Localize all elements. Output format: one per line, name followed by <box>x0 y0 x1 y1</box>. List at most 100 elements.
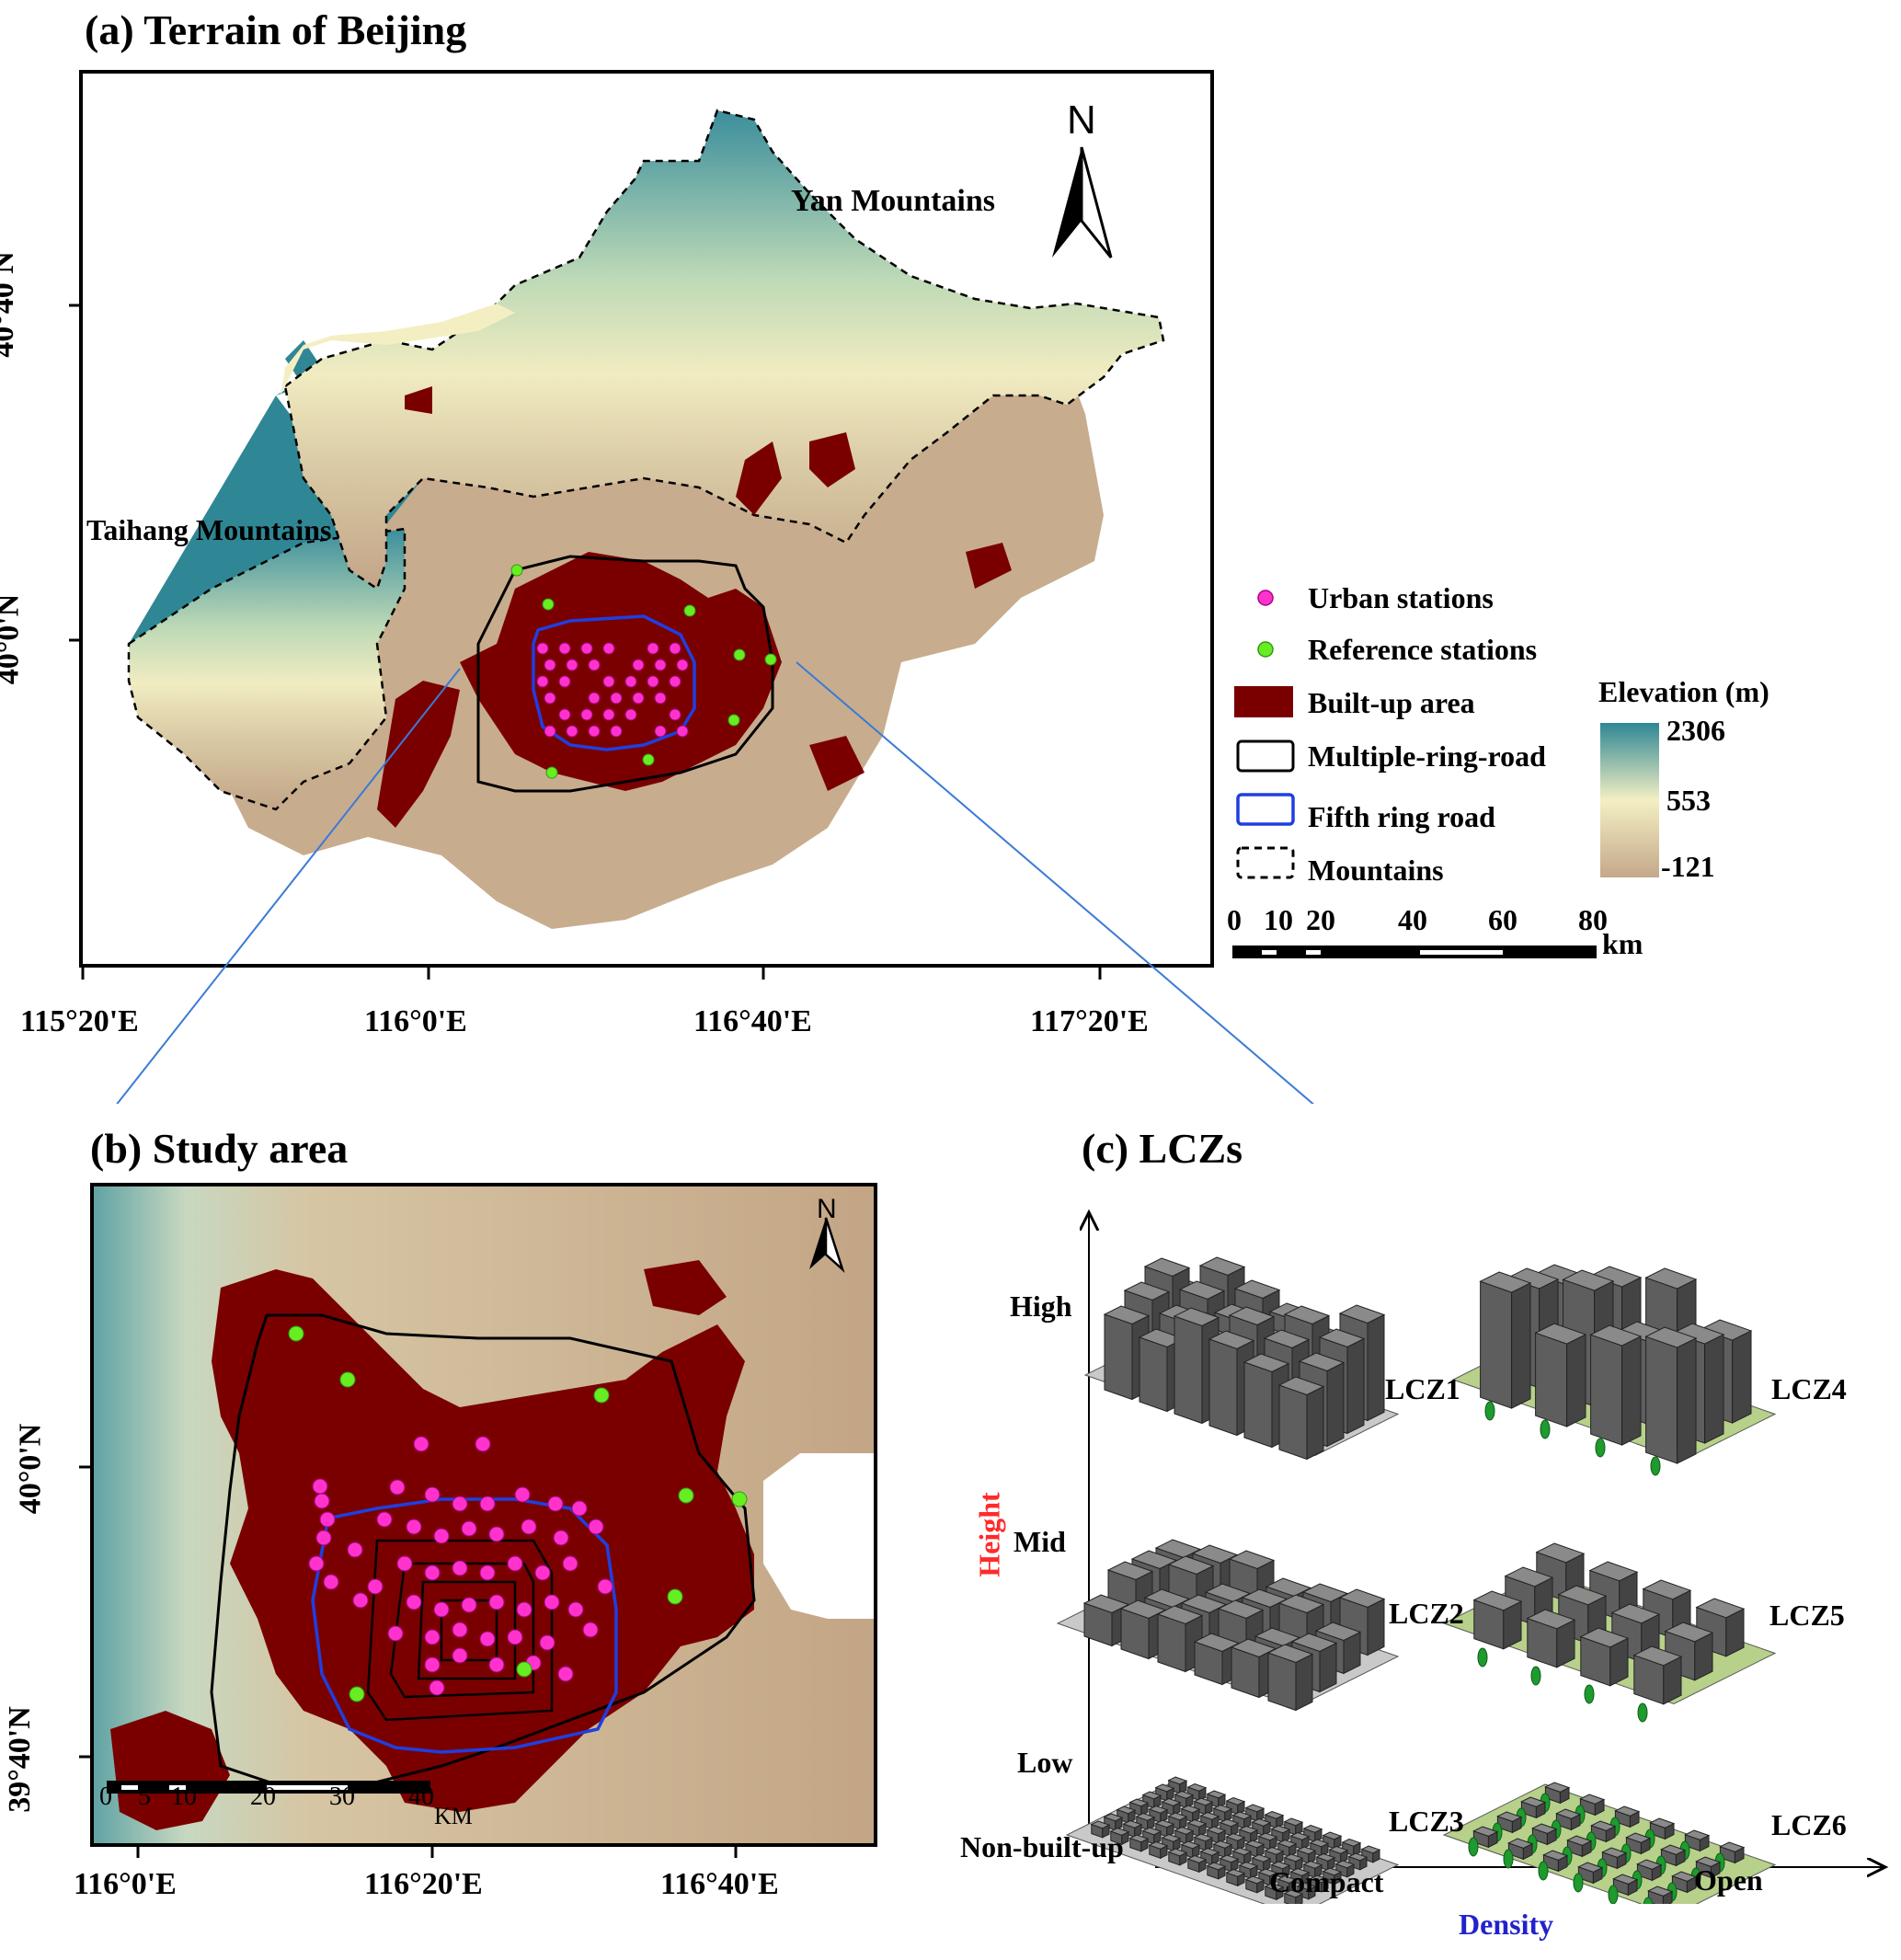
lcz-tiles <box>1056 1256 1777 1904</box>
height-axis-label: Height <box>972 1492 1006 1577</box>
reference-station <box>764 653 777 666</box>
lon-tick-a-3: 117°20'E <box>1030 1004 1149 1038</box>
urban-station <box>632 659 645 671</box>
lat-tick-a-0: 40°40'N <box>0 251 20 358</box>
urban-station <box>452 1647 468 1664</box>
north-arrow-b <box>809 1217 845 1273</box>
lat-tick-b-1: 39°40'N <box>2 1706 37 1813</box>
urban-station <box>406 1594 422 1610</box>
lon-tick-a-2: 116°40'E <box>693 1004 812 1038</box>
lcz5-tile <box>1442 1542 1777 1723</box>
urban-station <box>567 1601 584 1618</box>
urban-station <box>479 1565 496 1581</box>
lcz2-label: LCZ2 <box>1389 1597 1464 1630</box>
urban-station <box>610 692 623 705</box>
reference-station <box>349 1686 365 1702</box>
urban-station <box>544 659 556 671</box>
urban-station <box>507 1555 523 1572</box>
urban-station <box>536 675 549 688</box>
urban-station <box>312 1478 328 1495</box>
urban-station <box>582 1622 599 1638</box>
urban-station <box>676 659 689 671</box>
urban-station <box>507 1629 523 1645</box>
urban-station <box>424 1656 441 1673</box>
urban-station <box>654 659 667 671</box>
urban-station <box>588 692 601 705</box>
legend-ring: Multiple-ring-road <box>1308 739 1546 773</box>
scale-b-tick-1: 5 <box>138 1782 151 1811</box>
urban-station <box>632 692 645 705</box>
reference-station <box>667 1588 683 1605</box>
reference-station-symbol <box>1257 641 1274 658</box>
urban-station <box>654 725 667 738</box>
urban-station <box>588 1519 604 1535</box>
yan-mountains-label: Yan Mountains <box>791 184 996 218</box>
urban-station <box>566 659 578 671</box>
fifth-ring-symbol <box>1236 793 1295 826</box>
scale-b-tick-0: 0 <box>99 1782 112 1811</box>
legend-symbols <box>1234 590 1295 879</box>
urban-station <box>323 1574 339 1590</box>
urban-station <box>580 642 593 655</box>
reference-station <box>731 1491 748 1507</box>
panel-a-ticks <box>69 304 1102 980</box>
legend-mountains: Mountains <box>1308 854 1444 887</box>
urban-station <box>429 1679 445 1696</box>
builtup-symbol <box>1234 686 1293 717</box>
lcz-diagram <box>1056 1186 1901 1904</box>
urban-station <box>557 1666 574 1682</box>
urban-station <box>571 1500 588 1517</box>
elevation-min: -121 <box>1661 850 1715 883</box>
urban-station <box>488 1656 505 1673</box>
urban-station <box>424 1486 441 1503</box>
x-level-compact: Compact <box>1269 1865 1384 1898</box>
urban-station <box>602 642 615 655</box>
elevation-max: 2306 <box>1666 714 1725 747</box>
urban-station <box>516 1601 533 1618</box>
elevation-mid: 553 <box>1666 784 1711 817</box>
lat-tick-a-1: 40°0'N <box>0 593 26 685</box>
reference-station <box>727 714 740 727</box>
lcz4-label: LCZ4 <box>1771 1372 1847 1405</box>
panel-b-map <box>79 1183 877 1858</box>
urban-station <box>588 659 601 671</box>
urban-station <box>452 1622 468 1638</box>
urban-station <box>647 642 659 655</box>
panel-c-title: (c) LCZs <box>1082 1125 1243 1172</box>
urban-stations-a <box>536 642 689 738</box>
urban-station <box>610 725 623 738</box>
urban-station <box>488 1526 505 1542</box>
urban-station <box>562 1555 578 1572</box>
north-label-a: N <box>1067 97 1096 143</box>
north-label-b: N <box>817 1194 837 1224</box>
urban-station <box>319 1511 336 1528</box>
urban-station <box>566 725 578 738</box>
urban-station <box>452 1560 468 1576</box>
urban-station <box>367 1578 384 1595</box>
panel-a-title: (a) Terrain of Beijing <box>85 6 467 53</box>
urban-station <box>488 1594 505 1610</box>
urban-station <box>558 675 571 688</box>
urban-station <box>669 675 681 688</box>
reference-station <box>545 766 558 779</box>
urban-station <box>433 1601 450 1618</box>
scale-a-tick-4: 60 <box>1488 903 1517 936</box>
elevation-title: Elevation (m) <box>1598 675 1769 708</box>
urban-station <box>588 725 601 738</box>
lon-tick-b-0: 116°0'E <box>74 1867 177 1901</box>
urban-station <box>624 708 637 721</box>
scale-b-tick-3: 20 <box>250 1782 276 1811</box>
zoom-line-left <box>116 668 461 1104</box>
scale-a-unit: km <box>1602 927 1643 960</box>
taihang-mountains-label: Taihang Mountains <box>86 513 332 546</box>
scale-a-tick-3: 40 <box>1398 903 1427 936</box>
urban-station <box>452 1496 468 1512</box>
urban-station <box>352 1592 369 1609</box>
lcz1-label: LCZ1 <box>1385 1372 1460 1405</box>
scale-bar-a <box>1232 946 1597 958</box>
lat-tick-b-0: 40°0'N <box>13 1423 48 1515</box>
urban-station <box>602 675 615 688</box>
urban-station <box>544 725 556 738</box>
legend-fifth: Fifth ring road <box>1308 800 1495 833</box>
y-level-mid: Mid <box>1013 1525 1066 1558</box>
